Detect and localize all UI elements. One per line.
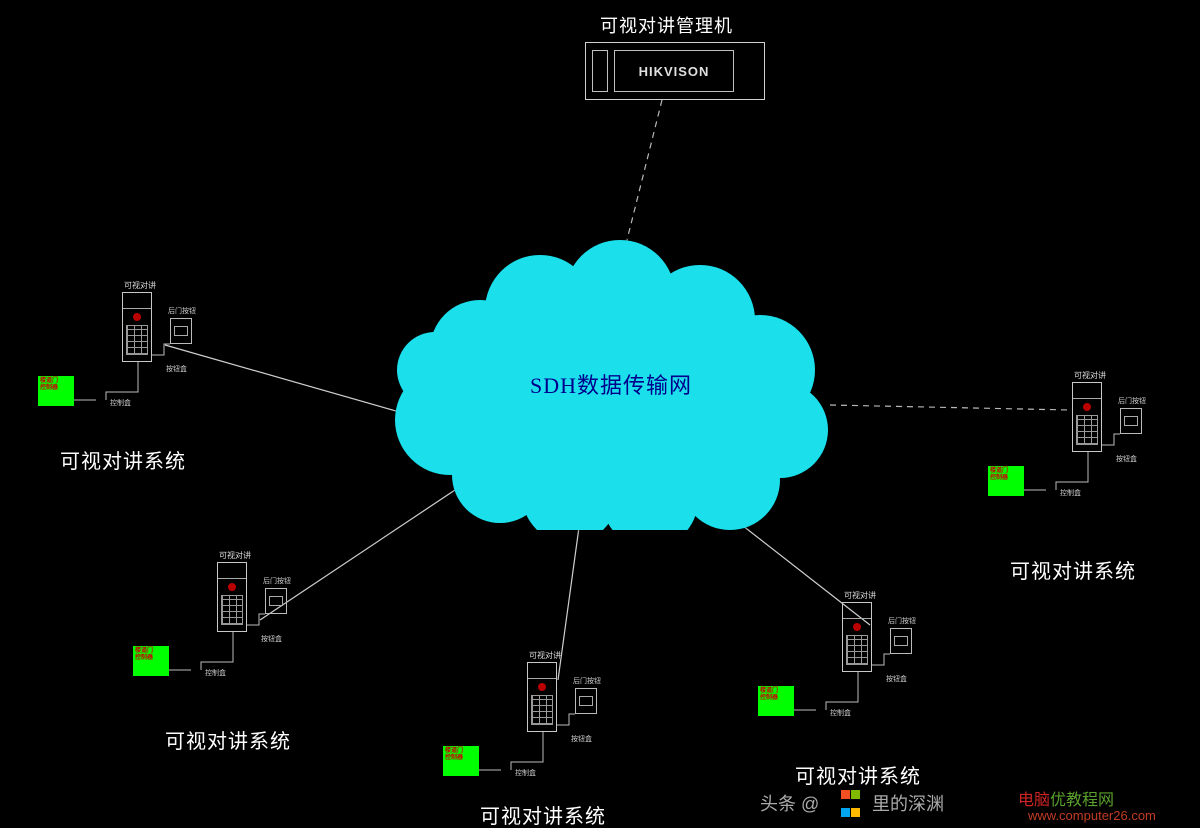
controller-box-icon: 楼道门 控制器 <box>133 646 169 676</box>
subsystem-internal-lines <box>155 550 325 720</box>
controller-box-label: 楼道门 控制器 <box>445 748 463 762</box>
management-brand-label: HIKVISON <box>639 64 710 79</box>
subsystem-c: 可视对讲后门按钮按钮盒控制盒楼道门 控制器 <box>465 650 635 820</box>
watermark-brand: 电脑优教程网 <box>1018 786 1114 810</box>
subsystem-label: 可视对讲系统 <box>480 800 606 828</box>
cloud-label: SDH数据传输网 <box>530 368 692 400</box>
controller-box-icon: 楼道门 控制器 <box>988 466 1024 496</box>
watermark-url: www.computer26.com <box>1028 808 1156 823</box>
subsystem-d: 可视对讲后门按钮按钮盒控制盒楼道门 控制器 <box>780 590 950 760</box>
subsystem-label: 可视对讲系统 <box>165 725 291 754</box>
diagram-canvas: SDH数据传输网 可视对讲管理机 HIKVISON 可视对讲后门按钮按钮盒控制盒… <box>0 0 1200 828</box>
controller-box-label: 楼道门 控制器 <box>135 648 153 662</box>
controller-box-label: 楼道门 控制器 <box>990 468 1008 482</box>
controller-box-icon: 楼道门 控制器 <box>443 746 479 776</box>
control-box-label: 控制盒 <box>110 398 131 408</box>
control-box-label: 控制盒 <box>830 708 851 718</box>
subsystem-e: 可视对讲后门按钮按钮盒控制盒楼道门 控制器 <box>1010 370 1180 540</box>
controller-box-icon: 楼道门 控制器 <box>38 376 74 406</box>
subsystem-internal-lines <box>1010 370 1180 540</box>
subsystem-label: 可视对讲系统 <box>60 445 186 474</box>
subsystem-a: 可视对讲后门按钮按钮盒控制盒楼道门 控制器 <box>60 280 230 450</box>
subsystem-label: 可视对讲系统 <box>795 760 921 789</box>
management-device-slot <box>592 50 608 92</box>
control-box-label: 控制盒 <box>1060 488 1081 498</box>
watermark-right: 里的深渊 <box>872 790 944 816</box>
management-title: 可视对讲管理机 <box>600 12 733 38</box>
control-box-label: 控制盒 <box>515 768 536 778</box>
watermark-left: 头条 @ <box>760 790 819 816</box>
subsystem-b: 可视对讲后门按钮按钮盒控制盒楼道门 控制器 <box>155 550 325 720</box>
control-box-label: 控制盒 <box>205 668 226 678</box>
controller-box-icon: 楼道门 控制器 <box>758 686 794 716</box>
controller-box-label: 楼道门 控制器 <box>760 688 778 702</box>
management-device-screen: HIKVISON <box>614 50 734 92</box>
subsystem-internal-lines <box>465 650 635 820</box>
subsystem-label: 可视对讲系统 <box>1010 555 1136 584</box>
controller-box-label: 楼道门 控制器 <box>40 378 58 392</box>
subsystem-internal-lines <box>780 590 950 760</box>
windows-logo-icon <box>840 786 860 822</box>
subsystem-internal-lines <box>60 280 230 450</box>
